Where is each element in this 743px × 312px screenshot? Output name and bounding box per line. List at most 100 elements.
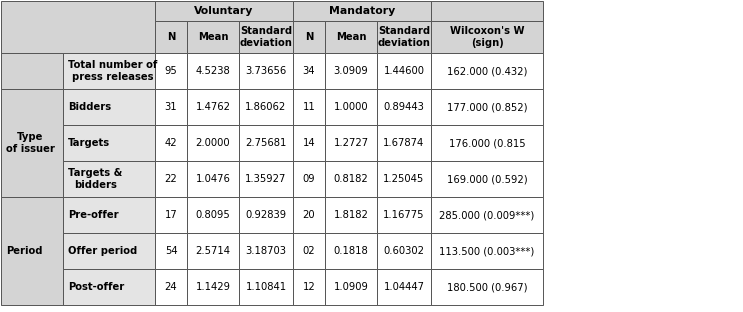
Bar [1,89,63,197]
Text: N: N [167,32,175,42]
Bar [431,161,543,197]
Bar [293,233,325,269]
Text: 1.16775: 1.16775 [383,210,425,220]
Bar [293,89,325,125]
Bar [239,197,293,233]
Text: 162.000 (0.432): 162.000 (0.432) [447,66,528,76]
Bar [293,269,325,305]
Bar [431,1,543,21]
Bar [155,269,187,305]
Bar [431,197,543,233]
Bar [377,269,431,305]
Bar [187,53,239,89]
Bar [325,269,377,305]
Text: Targets: Targets [68,138,110,148]
Text: 169.000 (0.592): 169.000 (0.592) [447,174,528,184]
Bar [377,53,431,89]
Bar [239,161,293,197]
Bar [155,125,187,161]
Bar [377,125,431,161]
Text: Mean: Mean [336,32,366,42]
Text: 42: 42 [165,138,178,148]
Bar [325,161,377,197]
Text: Standard
deviation: Standard deviation [377,26,430,48]
Bar [63,269,155,305]
Bar [187,21,239,53]
Bar [63,53,155,89]
Text: 1.04447: 1.04447 [383,282,424,292]
Bar [377,197,431,233]
Bar [325,197,377,233]
Text: 31: 31 [165,102,178,112]
Text: Period: Period [6,246,42,256]
Text: Mean: Mean [198,32,228,42]
Bar [377,161,431,197]
Bar [325,233,377,269]
Bar [155,197,187,233]
Text: 11: 11 [302,102,315,112]
Text: 1.4762: 1.4762 [195,102,230,112]
Bar [293,53,325,89]
Text: 09: 09 [302,174,315,184]
Text: 95: 95 [165,66,178,76]
Text: 1.8182: 1.8182 [334,210,369,220]
Text: 02: 02 [302,246,315,256]
Text: 22: 22 [165,174,178,184]
Bar [431,269,543,305]
Text: 24: 24 [165,282,178,292]
Text: Bidders: Bidders [68,102,111,112]
Text: 20: 20 [302,210,315,220]
Bar [63,89,155,125]
Bar [325,89,377,125]
Text: 1.0909: 1.0909 [334,282,369,292]
Text: 4.5238: 4.5238 [195,66,230,76]
Text: 54: 54 [165,246,178,256]
Bar [187,161,239,197]
Bar [293,21,325,53]
Bar [187,89,239,125]
Text: Mandatory: Mandatory [329,6,395,16]
Text: 1.67874: 1.67874 [383,138,425,148]
Bar [239,21,293,53]
Text: 0.1818: 0.1818 [334,246,369,256]
Text: Targets &
bidders: Targets & bidders [68,168,123,190]
Bar [155,53,187,89]
Text: 1.25045: 1.25045 [383,174,425,184]
Bar [431,233,543,269]
Text: Offer period: Offer period [68,246,137,256]
Bar [239,233,293,269]
Text: 14: 14 [302,138,315,148]
Text: 3.73656: 3.73656 [245,66,287,76]
Text: 34: 34 [302,66,315,76]
Bar [63,161,155,197]
Text: 0.60302: 0.60302 [383,246,424,256]
Text: 17: 17 [165,210,178,220]
Text: Pre-offer: Pre-offer [68,210,119,220]
Bar [293,161,325,197]
Text: 0.89443: 0.89443 [383,102,424,112]
Text: Type
of issuer: Type of issuer [6,132,55,154]
Text: 2.75681: 2.75681 [245,138,287,148]
Bar [187,269,239,305]
Text: 1.0476: 1.0476 [195,174,230,184]
Bar [377,21,431,53]
Text: N: N [305,32,314,42]
Bar [187,125,239,161]
Bar [187,233,239,269]
Text: 12: 12 [302,282,315,292]
Bar [155,1,293,21]
Bar [377,89,431,125]
Bar [293,197,325,233]
Bar [63,233,155,269]
Bar [239,125,293,161]
Text: Wilcoxon's W
(sign): Wilcoxon's W (sign) [450,26,525,48]
Text: Total number of
press releases: Total number of press releases [68,60,158,82]
Text: 0.8095: 0.8095 [195,210,230,220]
Bar [293,1,431,21]
Text: 1.0000: 1.0000 [334,102,369,112]
Bar [155,161,187,197]
Bar [431,89,543,125]
Text: 285.000 (0.009***): 285.000 (0.009***) [439,210,535,220]
Bar [325,125,377,161]
Text: 113.500 (0.003***): 113.500 (0.003***) [439,246,535,256]
